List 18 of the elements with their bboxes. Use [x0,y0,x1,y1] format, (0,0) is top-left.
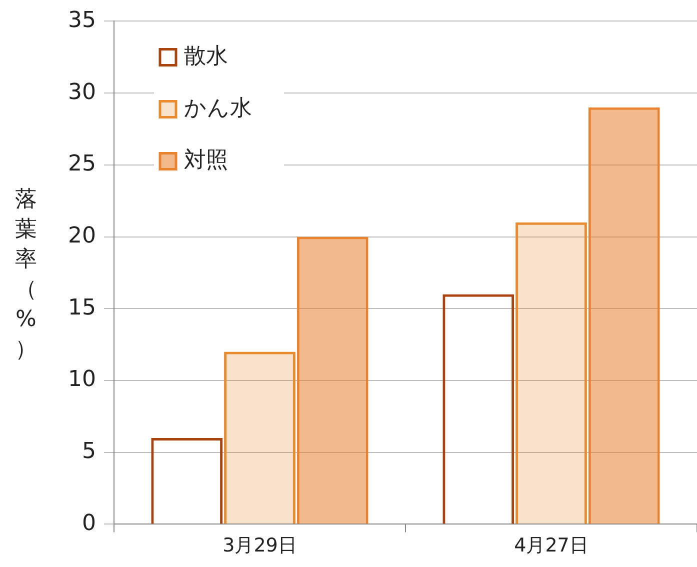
y-tick-label: 5 [82,439,96,464]
y-tick-label: 0 [82,510,96,536]
legend-label: かん水 [184,96,252,121]
x-tick-label: 3月29日 [222,534,297,557]
bar [224,352,296,524]
bar [516,222,587,524]
y-tick-label: 10 [68,367,96,392]
y-tick-label: 30 [68,80,96,105]
y-tick-label: 25 [68,152,96,177]
bar [296,236,368,524]
legend-label: 散水 [184,44,228,69]
y-axis-title: 落葉率（%） [14,186,38,364]
y-tick-label: 15 [68,295,96,320]
x-tick-label: 4月27日 [514,534,588,557]
y-tick-label: 20 [68,223,96,248]
y-tick-label: 35 [68,8,96,33]
bar [588,107,660,524]
legend-label: 対照 [184,148,228,173]
